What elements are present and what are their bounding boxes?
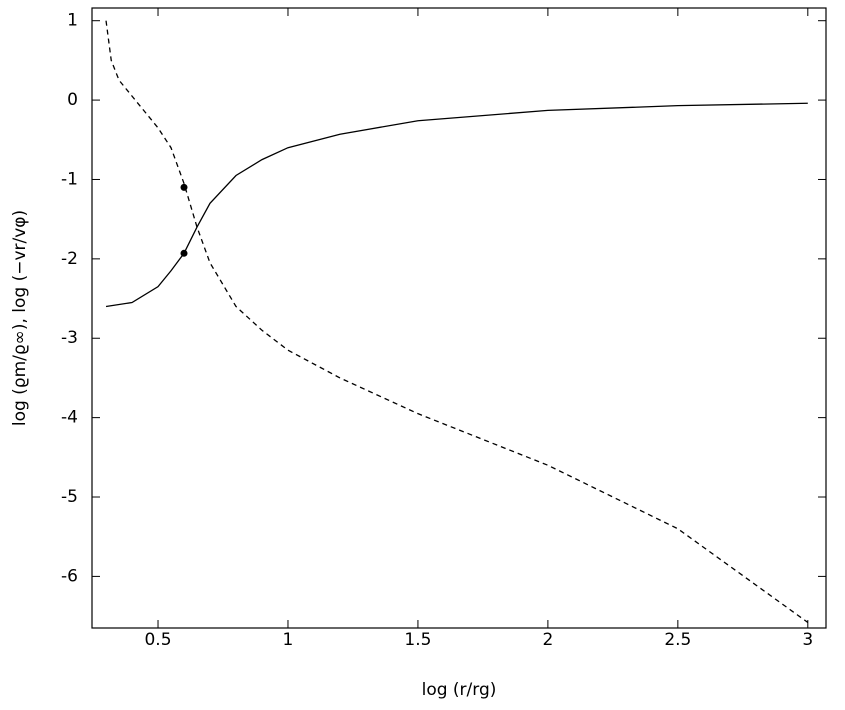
data-line	[105, 102, 808, 308]
y-tick-label: -3	[61, 328, 78, 348]
y-tick-label: -4	[61, 408, 78, 428]
x-axis-label: log (r/rg)	[422, 680, 497, 700]
data-line	[105, 20, 809, 623]
y-tick-label: 1	[67, 11, 78, 31]
x-tick-label: 3	[802, 630, 813, 650]
y-tick-label: -6	[61, 566, 78, 586]
x-tick-label: 2.5	[664, 630, 691, 650]
y-tick-label: -1	[61, 169, 78, 189]
x-tick-label: 1	[283, 630, 294, 650]
y-tick-label: -5	[61, 487, 78, 507]
x-tick-label: 1.5	[404, 630, 431, 650]
x-tick-label: 2	[542, 630, 553, 650]
y-tick-label: -2	[61, 249, 78, 269]
point	[180, 249, 188, 257]
x-tick-label: 0.5	[144, 630, 171, 650]
y-axis-label: log (ϱm/ϱ∞), log (−vr/vφ)	[10, 210, 30, 426]
plot-frame	[91, 7, 827, 629]
point	[180, 183, 188, 191]
y-tick-label: 0	[67, 90, 78, 110]
